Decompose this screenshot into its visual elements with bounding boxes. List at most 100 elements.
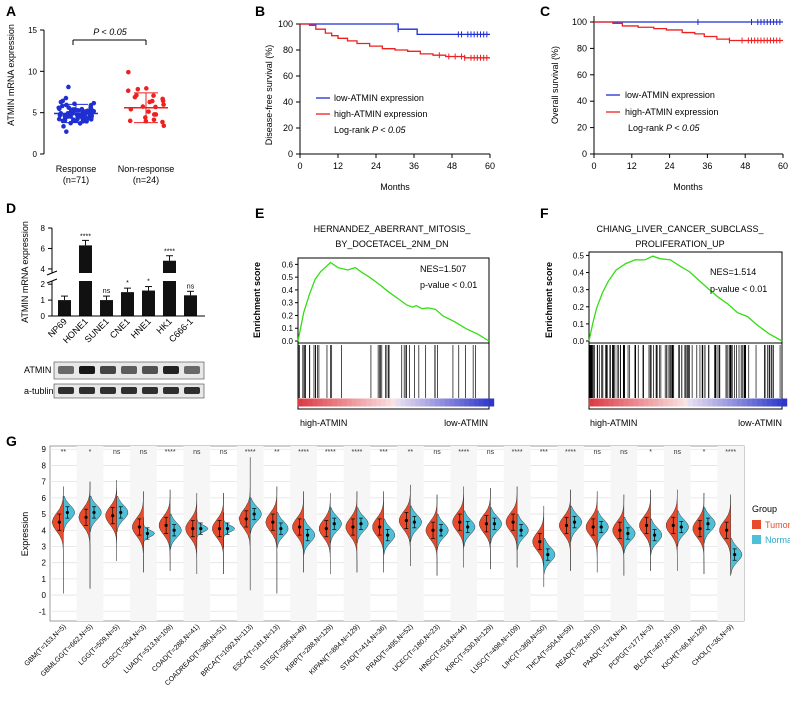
d-sig-HK1: **** — [164, 249, 175, 256]
panel-b: Disease-free survival (%) 0 12 24 36 48 60 0 20… — [264, 19, 495, 192]
g-sig-11: **** — [352, 449, 363, 456]
f-rank-cell — [742, 398, 748, 407]
c-xtick-label-5: 60 — [778, 161, 788, 171]
g-median-1-0 — [84, 515, 88, 519]
g-violin-normal-8 — [276, 512, 289, 549]
b-ytick-label-4: 80 — [283, 45, 293, 55]
g-violin-normal-4 — [169, 513, 182, 550]
g-xlabel-24: KICH(T=66,N=129) — [661, 623, 709, 671]
g-median-14-1 — [439, 528, 443, 532]
f-yticks: 0.0 0.1 0.2 0.3 0.4 0.5 — [573, 251, 589, 346]
d-band-tublin-1 — [79, 387, 95, 394]
g-sig-7: **** — [245, 449, 256, 456]
f-rank-cell — [623, 398, 629, 407]
f-enrichment-curve — [588, 255, 783, 342]
g-median-20-1 — [599, 525, 603, 529]
g-median-16-1 — [492, 522, 497, 526]
a-dot — [64, 129, 69, 134]
f-rank-cell — [643, 398, 649, 407]
f-rank-cell — [653, 398, 659, 407]
g-median-3-0 — [137, 525, 142, 529]
g-median-2-0 — [111, 514, 115, 518]
a-dot — [56, 116, 62, 122]
g-median-13-1 — [412, 520, 416, 524]
d-sig-HONE1: **** — [80, 233, 91, 240]
g-median-24-1 — [706, 522, 710, 526]
f-rank-cell — [717, 398, 723, 407]
a-dot — [161, 123, 167, 129]
g-sig-5: ns — [193, 449, 201, 456]
c-ytick-label-2: 40 — [577, 96, 587, 106]
f-rank-cell — [747, 398, 753, 407]
g-median-2-1 — [119, 510, 123, 515]
a-dot — [76, 108, 81, 113]
e-rank-cell — [459, 398, 465, 407]
g-violin-tumor-10 — [318, 492, 331, 575]
e-rank-cell — [390, 398, 397, 407]
d-xlabel-CNE1: CNE1 — [108, 316, 132, 340]
g-ytick-label-7: 6 — [42, 494, 47, 503]
e-rank-cell — [356, 398, 362, 407]
d-band-tublin-6 — [184, 387, 200, 394]
g-xlabel-14: UCEC(T=180,N=23) — [392, 623, 442, 673]
f-hit-lines — [588, 345, 781, 398]
b-logrank: Log-rank P < 0.05 — [334, 125, 406, 135]
g-sig-1: * — [89, 449, 92, 456]
g-xlabel-9: STES(T=595,N=49) — [259, 623, 308, 672]
c-ytick-label-3: 60 — [577, 70, 587, 80]
f-ytick-label-2: 0.2 — [573, 303, 585, 312]
f-ytick-label-3: 0.3 — [573, 286, 585, 295]
g-median-15-0 — [458, 520, 462, 524]
e-rank-cell — [385, 398, 392, 407]
e-rank-cell — [376, 398, 382, 407]
d-sig-C666-1: ns — [187, 283, 195, 290]
f-rank-cell — [682, 398, 689, 407]
g-ytick-label-0: -1 — [39, 607, 47, 616]
a-dot — [146, 109, 151, 114]
g-median-3-1 — [145, 531, 150, 536]
g-median-15-1 — [466, 525, 470, 529]
c-xtick-label-0: 0 — [591, 161, 596, 171]
panel-g-label: G — [6, 433, 17, 449]
f-rank-cell — [588, 398, 595, 407]
f-title-1: CHIANG_LIVER_CANCER_SUBCLASS_ — [596, 224, 764, 234]
a-dot — [160, 96, 165, 102]
d-ytick-bottom-label-2: 2 — [41, 280, 46, 289]
f-rank-cell — [752, 398, 758, 407]
d-ytick-bottom-label-0: 0 — [41, 312, 46, 321]
panel-f: CHIANG_LIVER_CANCER_SUBCLASS_ PROLIFERAT… — [544, 224, 788, 428]
e-rank-cell — [336, 398, 343, 407]
g-xlabel-5: COAD(T=288,N=41) — [151, 623, 201, 673]
g-sig-12: *** — [380, 449, 388, 456]
b-logrank-text: Log-rank — [334, 125, 370, 135]
a-dot — [63, 95, 69, 101]
g-xlabel-16: KIRC(T=530,N=129) — [444, 623, 494, 673]
d-band-atmin-1 — [79, 366, 95, 374]
panel-e: HERNANDEZ_ABERRANT_MITOSIS_ BY_DOCETACEL… — [252, 224, 495, 428]
f-rank-cell — [702, 398, 709, 407]
e-rank-cell — [420, 398, 426, 407]
e-title-2: BY_DOCETACEL_2NM_DN — [335, 239, 448, 249]
e-rank-cell — [439, 398, 446, 407]
f-rank-cell — [707, 398, 713, 407]
g-violin-tumor-13 — [399, 484, 411, 567]
a-dot — [66, 84, 71, 90]
c-logrank-text: Log-rank — [628, 123, 664, 133]
g-xlabel-1: GBMLGG(T=662,N=5) — [40, 623, 95, 678]
g-violin-tumor-18 — [532, 505, 545, 588]
g-median-19-0 — [564, 523, 569, 527]
f-rank-cell — [727, 398, 733, 407]
a-group1-name: Response — [56, 164, 97, 174]
e-rank-cell — [371, 398, 377, 407]
e-rank-cell — [488, 398, 495, 407]
g-violin-normal-1 — [89, 495, 102, 533]
g-violin-normal-15 — [463, 510, 476, 547]
e-rank-cell — [322, 398, 328, 407]
d-sig-HNE1: * — [147, 279, 150, 286]
c-xtick-label-3: 36 — [702, 161, 712, 171]
g-sig-16: ns — [487, 449, 495, 456]
g-violin-normal-18 — [543, 538, 556, 575]
d-ytick-top-label-2: 8 — [41, 224, 46, 233]
d-sig-SUNE1: ns — [103, 288, 111, 295]
g-violin-normal-9 — [303, 518, 316, 555]
